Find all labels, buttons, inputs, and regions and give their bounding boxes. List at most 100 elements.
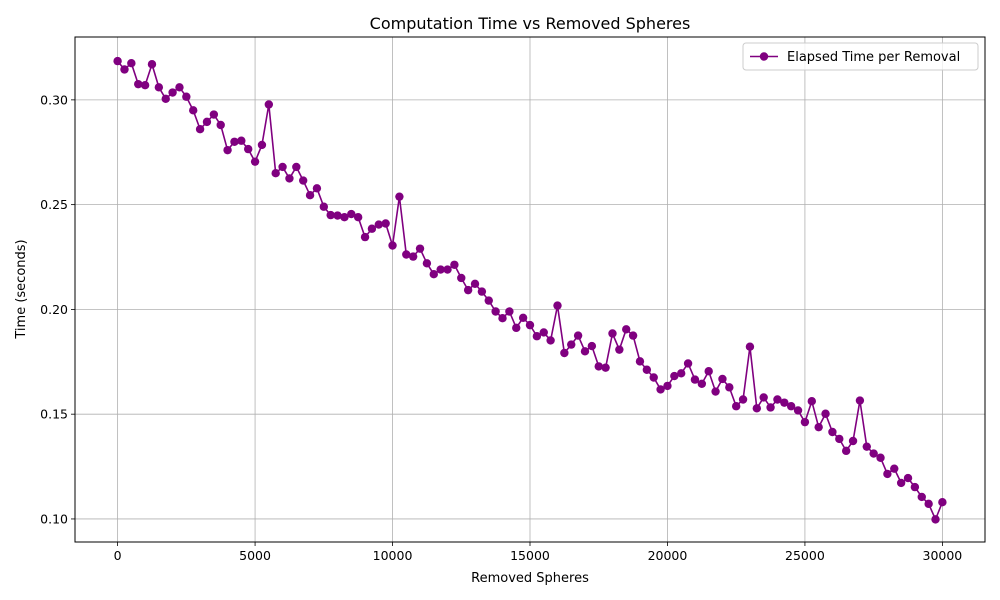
data-point (567, 340, 576, 349)
x-tick-label: 15000 (510, 548, 550, 563)
legend-label: Elapsed Time per Removal (787, 50, 960, 65)
data-point (360, 232, 370, 242)
y-axis: 0.10 0.15 0.20 0.25 0.30 (40, 92, 75, 526)
data-point (134, 79, 143, 89)
data-point (436, 265, 445, 274)
data-point (690, 375, 700, 384)
y-tick-label: 0.30 (40, 92, 68, 107)
data-point (340, 213, 349, 222)
data-point (890, 464, 899, 473)
x-tick-label: 10000 (373, 548, 413, 563)
data-point (477, 287, 487, 296)
data-point (649, 373, 658, 382)
data-point (422, 259, 432, 268)
data-point (395, 192, 404, 201)
data-point (264, 100, 274, 109)
data-point (656, 385, 665, 394)
data-point (855, 396, 865, 405)
data-point (601, 363, 610, 372)
data-point (230, 137, 239, 146)
data-point (333, 211, 342, 220)
data-point (182, 92, 191, 101)
data-point (161, 94, 170, 104)
data-point (147, 60, 157, 69)
y-tick-label: 0.15 (40, 407, 68, 422)
y-tick-label: 0.20 (40, 302, 68, 317)
data-point (402, 250, 411, 259)
data-point (498, 314, 507, 323)
series-layer (113, 56, 947, 524)
data-point (677, 369, 686, 378)
data-point (127, 58, 136, 68)
data-point (546, 336, 555, 345)
data-point (525, 320, 535, 330)
data-point (512, 323, 521, 333)
data-point (841, 446, 851, 456)
data-point (711, 387, 720, 396)
data-point (615, 345, 624, 354)
data-point (683, 359, 693, 368)
data-point (250, 157, 260, 166)
data-point (120, 65, 129, 74)
data-point (209, 110, 219, 119)
data-point (505, 307, 514, 316)
y-tick-label: 0.10 (40, 511, 68, 526)
y-tick-label: 0.25 (40, 197, 68, 212)
data-point (876, 453, 885, 462)
data-point (573, 331, 583, 340)
data-point (168, 88, 177, 97)
data-point (292, 162, 301, 172)
x-axis-title: Removed Spheres (471, 571, 589, 586)
x-tick-label: 20000 (648, 548, 688, 563)
data-point (917, 492, 926, 502)
data-point (670, 371, 679, 381)
data-point (388, 241, 397, 250)
data-point (910, 482, 920, 492)
x-tick-label: 25000 (785, 548, 825, 563)
data-point (457, 273, 466, 283)
data-point (766, 403, 775, 412)
data-point (800, 417, 810, 427)
data-point (759, 393, 768, 402)
data-point (154, 83, 164, 92)
x-tick-label: 0 (114, 548, 122, 563)
data-point (745, 342, 755, 351)
data-point (518, 313, 528, 322)
data-point (374, 220, 383, 229)
data-point (580, 347, 590, 356)
data-point (931, 515, 940, 524)
data-point (429, 270, 438, 279)
data-point (587, 341, 597, 351)
data-point (752, 404, 762, 413)
data-point (773, 395, 782, 404)
data-point (738, 395, 748, 404)
data-point (828, 427, 837, 437)
data-point (731, 402, 741, 411)
data-point (793, 406, 803, 415)
data-point (271, 169, 280, 178)
plot-frame (74, 36, 986, 543)
data-point (113, 56, 122, 66)
data-point (786, 402, 796, 411)
data-point (463, 285, 473, 295)
data-point (869, 449, 878, 458)
data-point (244, 144, 253, 154)
x-axis: 0 5000 10000 15000 20000 25000 30000 (114, 542, 962, 563)
legend-marker (759, 52, 769, 61)
data-point (635, 357, 645, 366)
data-point (896, 478, 906, 488)
data-point (835, 434, 844, 444)
data-point (608, 329, 617, 338)
data-point (642, 365, 652, 374)
data-point (594, 362, 603, 371)
data-point (821, 409, 830, 418)
data-point (202, 117, 212, 127)
data-point (319, 202, 329, 211)
data-point (195, 125, 205, 134)
data-point (484, 296, 493, 305)
data-point (285, 174, 294, 183)
grid (75, 37, 985, 542)
data-point (553, 301, 562, 310)
